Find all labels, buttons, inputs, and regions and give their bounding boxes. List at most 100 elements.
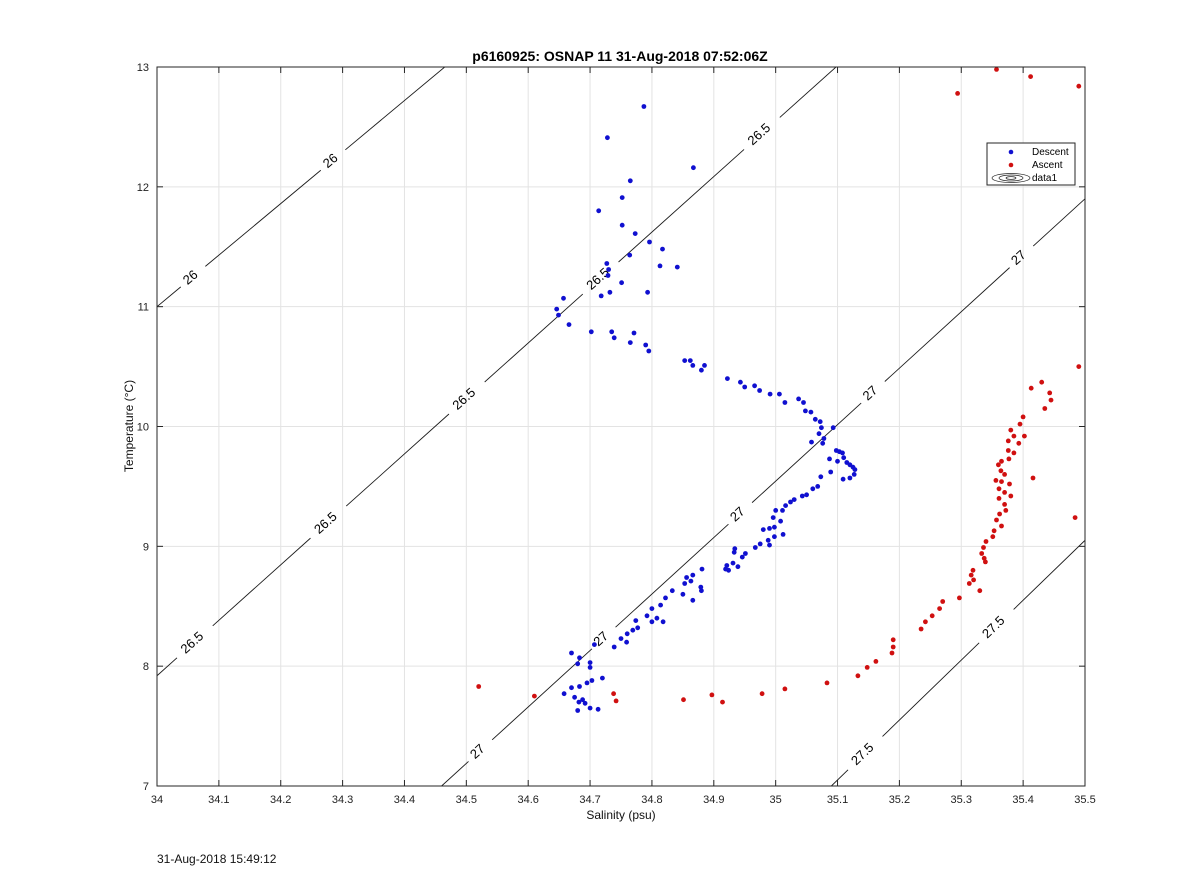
ascent-point <box>998 468 1004 474</box>
descent-point <box>817 419 823 425</box>
legend-descent-marker <box>1008 149 1014 155</box>
x-tick-label: 34.5 <box>456 794 477 806</box>
contour-line-27 <box>884 267 1010 382</box>
grid-lines <box>157 67 1085 786</box>
descent-point <box>810 486 816 492</box>
legend-contour-icon <box>991 173 1031 183</box>
descent-point <box>587 665 593 670</box>
descent-point <box>782 400 788 405</box>
ascent-point <box>999 479 1004 484</box>
descent-point <box>611 335 617 341</box>
descent-point <box>851 472 857 477</box>
descent-point <box>682 358 688 363</box>
descent-point <box>690 572 696 578</box>
descent-point <box>660 619 666 625</box>
ascent-point <box>1028 74 1033 79</box>
descent-point <box>812 416 818 422</box>
ascent-point <box>993 478 999 483</box>
ascent-point <box>1072 515 1078 520</box>
descent-point <box>589 678 595 683</box>
descent-point <box>618 636 624 641</box>
descent-point <box>816 431 822 437</box>
ascent-point <box>923 619 928 625</box>
ascent-point <box>1002 472 1007 477</box>
descent-point <box>702 363 707 368</box>
ascent-point <box>994 517 999 523</box>
ascent-point <box>1011 450 1017 456</box>
descent-point <box>724 563 730 568</box>
descent-point <box>619 222 625 228</box>
descent-point <box>588 329 594 335</box>
descent-point <box>847 475 853 481</box>
contour-line-26 <box>157 286 182 308</box>
x-tick-label: 35.4 <box>1012 794 1033 806</box>
ascent-point <box>997 511 1002 517</box>
descent-point <box>657 263 663 269</box>
ascent-point <box>1002 490 1007 495</box>
ascent-point <box>968 572 974 578</box>
descent-point <box>577 655 582 661</box>
descent-point <box>582 700 588 706</box>
ascent-point <box>996 462 1001 468</box>
descent-point <box>731 549 737 555</box>
ascent-point <box>1076 364 1082 369</box>
ascent-point <box>940 599 946 604</box>
descent-point <box>611 644 617 650</box>
descent-point <box>572 694 577 700</box>
descent-point <box>575 661 581 667</box>
ascent-point <box>890 637 896 643</box>
data-points <box>476 67 1082 713</box>
descent-point <box>780 508 785 513</box>
ascent-point <box>1047 390 1053 396</box>
contour-line-26.5 <box>484 293 584 383</box>
y-tick-label: 7 <box>143 781 149 793</box>
descent-point <box>743 551 748 556</box>
descent-point <box>580 697 585 703</box>
descent-point <box>606 267 611 272</box>
x-tick-label: 35 <box>770 794 782 806</box>
ascent-point <box>991 528 997 534</box>
descent-point <box>767 526 772 531</box>
contour-label-26: 26 <box>180 267 201 288</box>
y-axis-label: Temperature (°C) <box>122 380 136 472</box>
descent-point <box>631 330 637 336</box>
descent-point <box>778 518 783 524</box>
ascent-point <box>994 67 999 72</box>
descent-point <box>773 508 779 513</box>
descent-point <box>772 524 777 530</box>
contour-label-27: 27 <box>467 741 488 762</box>
ascent-point <box>1017 421 1023 427</box>
legend-ascent-marker <box>1008 162 1014 168</box>
contour-label-26: 26 <box>320 150 341 171</box>
descent-point <box>609 329 615 335</box>
contour-label-26.5: 26.5 <box>449 385 478 413</box>
contour-line-27 <box>441 761 469 786</box>
descent-point <box>627 252 633 258</box>
legend-data1-label: data1 <box>1032 173 1057 184</box>
descent-point <box>605 135 610 141</box>
contour-line-27.5 <box>882 642 980 737</box>
descent-point <box>840 476 846 482</box>
descent-point <box>561 691 567 697</box>
descent-point <box>566 322 572 327</box>
ascent-point <box>873 659 879 664</box>
descent-point <box>607 289 613 295</box>
contour-line-27 <box>1032 198 1085 247</box>
ascent-point <box>1022 433 1027 439</box>
ascent-point <box>979 551 985 556</box>
y-tick-label: 8 <box>143 661 149 673</box>
x-tick-label: 35.5 <box>1074 794 1095 806</box>
descent-point <box>830 425 836 431</box>
descent-point <box>690 363 696 368</box>
ascent-point <box>1006 456 1012 462</box>
descent-point <box>575 708 581 713</box>
descent-point <box>757 541 763 547</box>
y-tick-label: 10 <box>137 422 149 434</box>
ascent-point <box>955 91 960 96</box>
descent-point <box>840 450 845 456</box>
ascent-point <box>937 606 942 611</box>
descent-point <box>690 597 696 603</box>
descent-point <box>587 660 593 665</box>
contour-label-27.5: 27.5 <box>848 740 877 768</box>
descent-point <box>752 545 758 550</box>
